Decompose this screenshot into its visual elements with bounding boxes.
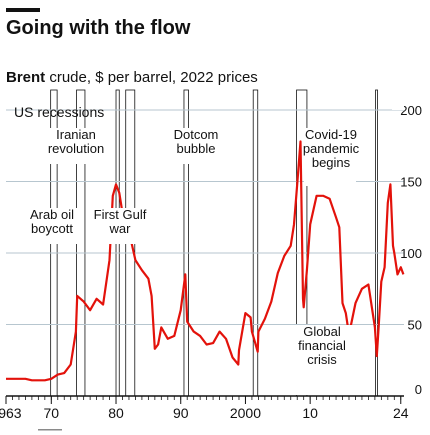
annotation-box <box>88 208 158 244</box>
x-tick-label: 10 <box>302 405 318 421</box>
recessions-label: US recessions <box>14 104 104 120</box>
brand-bar <box>6 8 40 12</box>
x-tick-label: 24 <box>393 405 409 421</box>
chart-headline: Going with the flow <box>6 17 191 39</box>
y-tick-label: 150 <box>400 175 422 190</box>
annotation-text: Iranian <box>56 127 96 142</box>
annotation-text: Covid-19 <box>305 127 357 142</box>
annotation-text: pandemic <box>303 141 360 156</box>
x-tick-label: 90 <box>173 405 189 421</box>
x-tick-label: 80 <box>108 405 124 421</box>
subtitle-rest: crude, $ per barrel, 2022 prices <box>45 69 258 86</box>
x-tick-label: 70 <box>44 405 60 421</box>
annotation-box <box>168 128 226 164</box>
annotation-text: bubble <box>176 141 215 156</box>
annotation-box <box>28 208 78 244</box>
footer-rule <box>38 429 62 431</box>
label-bg <box>392 96 404 110</box>
price-line <box>6 140 405 382</box>
annotation-text: First Gulf <box>94 207 147 222</box>
y-tick-label: 0 <box>415 382 422 397</box>
subtitle-bold: Brent <box>6 69 46 86</box>
x-tick-label: 1963 <box>0 405 22 421</box>
annotation-text: crisis <box>307 352 337 367</box>
annotation-box <box>295 325 355 395</box>
y-tick-label: 200 <box>400 103 422 118</box>
annotation-text: begins <box>312 155 351 170</box>
y-tick-label: 50 <box>408 318 422 333</box>
annotation-box <box>304 128 356 186</box>
annotation-text: war <box>109 221 132 236</box>
annotation-text: revolution <box>48 141 104 156</box>
annotation-text: boycott <box>31 221 73 236</box>
annotation-text: Dotcom <box>174 127 219 142</box>
x-tick-label: 2000 <box>230 405 261 421</box>
y-tick-label: 100 <box>400 246 422 261</box>
annotation-text: financial <box>298 338 346 353</box>
chart-subtitle: Brent crude, $ per barrel, 2022 prices <box>6 69 258 86</box>
annotation-text: Global <box>303 324 341 339</box>
annotation-text: Arab oil <box>30 207 74 222</box>
annotation-box <box>46 128 110 164</box>
